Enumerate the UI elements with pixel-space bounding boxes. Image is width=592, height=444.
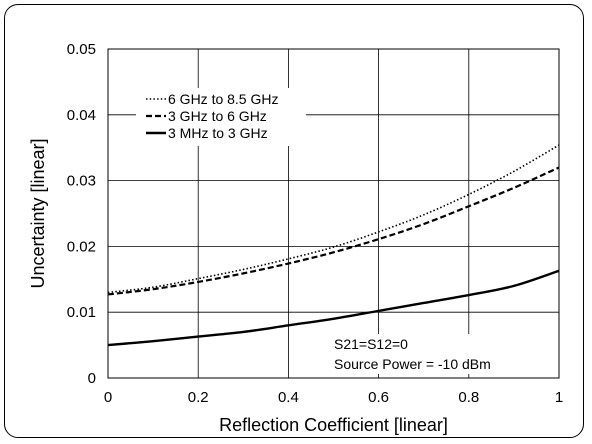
series-line-1 bbox=[107, 144, 560, 294]
series-line-3 bbox=[107, 269, 560, 347]
y-axis-title: Uncertainty [linear] bbox=[28, 138, 48, 288]
x-tick-label: 0 bbox=[104, 389, 112, 406]
annotation-source-power: Source Power = -10 dBm bbox=[334, 356, 491, 372]
x-tick-label: 0.8 bbox=[458, 389, 479, 406]
x-tick-label: 0.6 bbox=[368, 389, 389, 406]
legend-label: 6 GHz to 8.5 GHz bbox=[168, 91, 278, 107]
legend-label: 3 MHz to 3 GHz bbox=[168, 125, 268, 141]
x-tick-label: 0.2 bbox=[188, 389, 209, 406]
y-tick-label: 0.04 bbox=[67, 107, 96, 124]
plot-area bbox=[107, 48, 560, 379]
tick-labels: 0 0.2 0.4 0.6 0.8 1 0 0.01 0.02 0.03 0.04 0.05 bbox=[67, 41, 563, 406]
y-tick-label: 0.02 bbox=[67, 238, 96, 255]
annotation-background bbox=[324, 334, 554, 374]
annotation-box: S21=S12=0 Source Power = -10 dBm bbox=[324, 334, 554, 374]
x-tick-label: 0.4 bbox=[278, 389, 299, 406]
annotation-s-parameters: S21=S12=0 bbox=[334, 336, 408, 352]
y-tick-label: 0 bbox=[88, 370, 96, 387]
series-line-2 bbox=[107, 166, 560, 296]
y-tick-label: 0.01 bbox=[67, 304, 96, 321]
x-tick-label: 1 bbox=[555, 389, 563, 406]
x-axis-title: Reflection Coefficient [linear] bbox=[219, 415, 448, 435]
legend-label: 3 GHz to 6 GHz bbox=[168, 108, 267, 124]
series-lines bbox=[107, 144, 560, 347]
y-tick-label: 0.03 bbox=[67, 173, 96, 190]
y-tick-label: 0.05 bbox=[67, 41, 96, 58]
